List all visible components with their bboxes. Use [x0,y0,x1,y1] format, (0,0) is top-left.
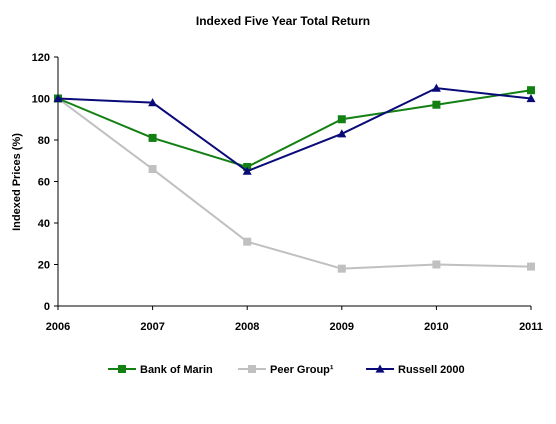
legend-marker [118,365,126,373]
data-point [337,115,346,124]
y-tick-label: 0 [44,301,50,313]
x-tick-label: 2006 [46,321,70,333]
x-tick-label: 2011 [519,321,543,333]
data-point [527,86,535,95]
data-point [337,129,347,138]
y-tick-label: 100 [32,94,50,106]
legend-item-bank-of-marin: Bank of Marin [108,364,213,376]
y-axis-label: Indexed Prices (%) [11,133,23,231]
x-tick-label: 2010 [424,321,448,333]
data-point [53,94,63,103]
legend-item-peer-group: Peer Group¹ [238,364,334,376]
legend-marker [375,364,385,373]
axes: 0 20 40 60 80 100 120 2006 2007 2008 2009 2010 2011 [32,52,543,333]
legend-label: Bank of Marin [140,364,213,376]
series-line [57,89,532,169]
series-russell-2000 [53,83,536,175]
series-peer-group [54,94,535,273]
chart-title: Indexed Five Year Total Return [196,14,370,28]
legend-item-russell-2000: Russell 2000 [366,364,465,376]
legend: Bank of Marin Peer Group¹ Russell 2000 [108,364,465,376]
series-line [57,97,532,270]
data-point [432,100,441,109]
series-line [57,87,532,173]
x-tick-label: 2009 [330,321,354,333]
data-point [337,264,346,273]
legend-marker [248,365,256,373]
data-point [243,237,252,246]
y-tick-label: 80 [38,135,50,147]
data-point [432,260,441,269]
data-point [148,165,157,174]
data-point [242,166,252,175]
y-tick-label: 120 [32,52,50,64]
data-point [527,262,535,271]
data-point [148,98,158,107]
x-tick-label: 2008 [235,321,259,333]
data-point [148,133,157,142]
series-layer [53,83,536,273]
legend-label: Peer Group¹ [270,364,334,376]
y-tick-label: 40 [38,218,50,230]
series-bank-of-marin [54,86,535,171]
y-tick-label: 20 [38,260,50,272]
data-point [526,94,536,103]
legend-label: Russell 2000 [398,364,465,376]
data-point [431,83,441,92]
y-tick-label: 60 [38,177,50,189]
x-tick-label: 2007 [140,321,164,333]
